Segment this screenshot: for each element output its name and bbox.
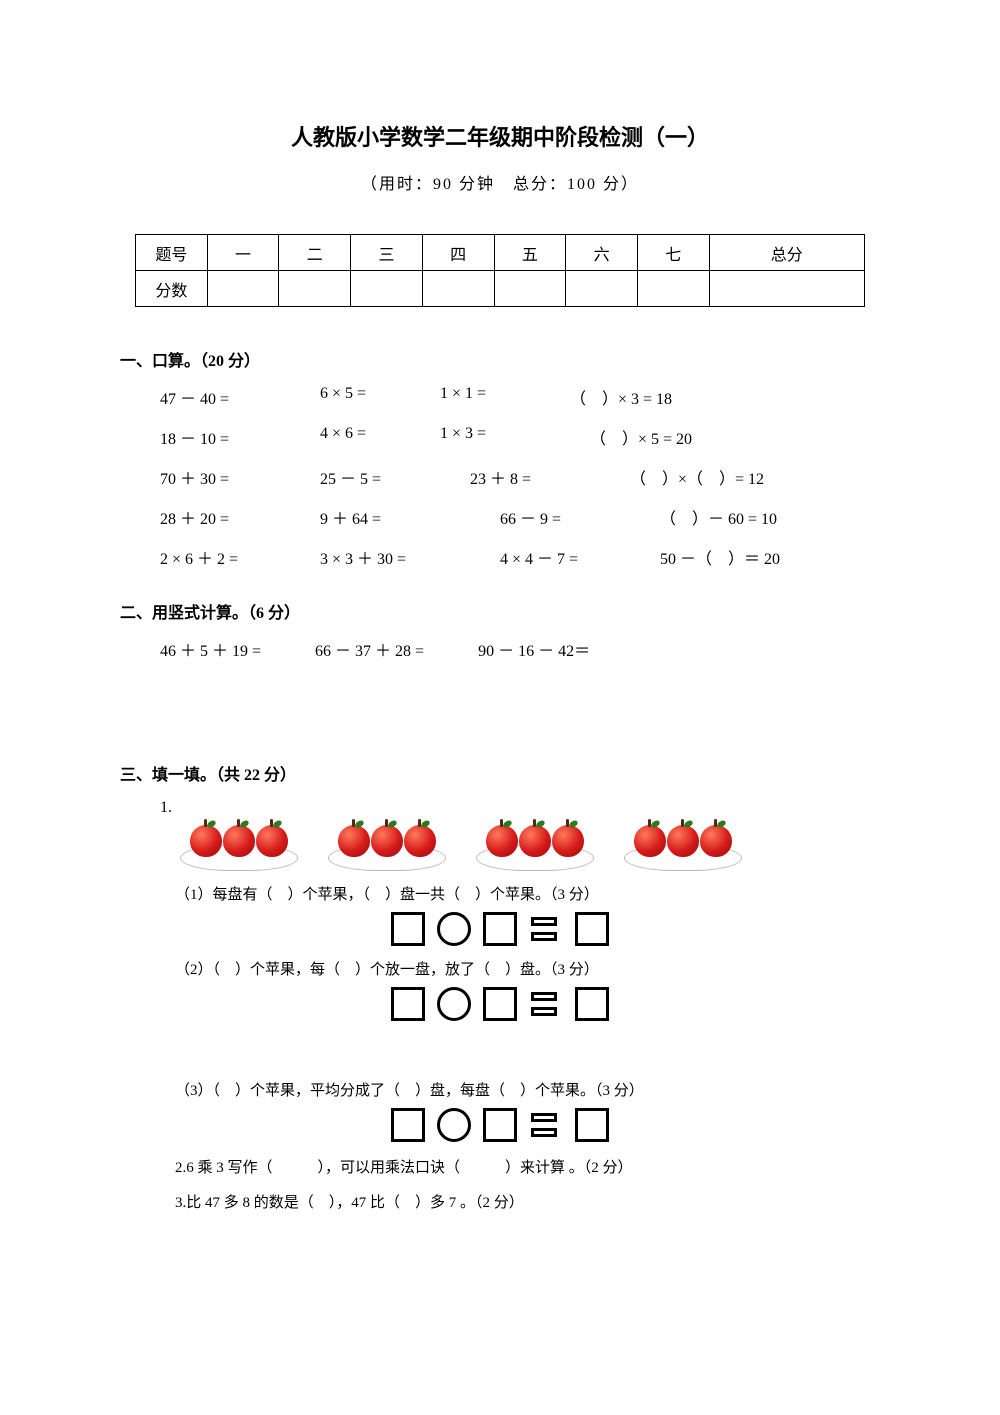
calc-row: 2 × 6 ＋ 2 = 3 × 3 ＋ 30 = 4 × 4 － 7 = 50 … bbox=[160, 545, 880, 569]
eq: 25 － 5 = bbox=[320, 465, 460, 489]
plate-icon bbox=[180, 823, 298, 871]
eq: 50 －（ ）＝ 20 bbox=[660, 545, 780, 569]
cell: 六 bbox=[566, 235, 638, 271]
eq: （ ）×（ ）= 12 bbox=[630, 465, 764, 489]
box-icon bbox=[483, 912, 517, 946]
cell bbox=[709, 271, 864, 307]
apple-icon bbox=[552, 825, 584, 857]
section-3-head: 三、填一填。（共 22 分） bbox=[120, 761, 880, 785]
page-title: 人教版小学数学二年级期中阶段检测（一） bbox=[120, 120, 880, 152]
table-row: 分数 bbox=[136, 271, 865, 307]
eq: 9 ＋ 64 = bbox=[320, 505, 490, 529]
eq: 4 × 4 － 7 = bbox=[500, 545, 650, 569]
cell bbox=[494, 271, 566, 307]
eq: （ ）－ 60 = 10 bbox=[660, 505, 777, 529]
eq: 28 ＋ 20 = bbox=[160, 505, 310, 529]
cell: 总分 bbox=[709, 235, 864, 271]
eq: 66 － 37 ＋ 28 = bbox=[315, 637, 424, 661]
plate-icon bbox=[476, 823, 594, 871]
eq: 4 × 6 = bbox=[320, 425, 430, 449]
box-icon bbox=[483, 1108, 517, 1142]
cell: 五 bbox=[494, 235, 566, 271]
equals-icon bbox=[529, 1108, 563, 1142]
question-1-label: 1. bbox=[160, 799, 880, 817]
calc-row: 70 ＋ 30 = 25 － 5 = 23 ＋ 8 = （ ）×（ ）= 12 bbox=[160, 465, 880, 489]
eq: 18 － 10 = bbox=[160, 425, 310, 449]
q3-1-sub1: （1）每盘有（ ）个苹果，（ ）盘一共（ ）个苹果。（3 分） bbox=[175, 883, 880, 904]
apple-icon bbox=[256, 825, 288, 857]
apple-icon bbox=[371, 825, 403, 857]
equals-icon bbox=[529, 912, 563, 946]
eq: 47 － 40 = bbox=[160, 385, 310, 409]
apple-icon bbox=[634, 825, 666, 857]
equation-boxes bbox=[120, 912, 880, 946]
cell: 四 bbox=[422, 235, 494, 271]
equation-boxes bbox=[120, 987, 880, 1021]
eq: 90 － 16 － 42＝ bbox=[478, 637, 590, 661]
cell: 七 bbox=[637, 235, 709, 271]
eq: 23 ＋ 8 = bbox=[470, 465, 620, 489]
eq: （ ）× 5 = 20 bbox=[590, 425, 692, 449]
cell bbox=[637, 271, 709, 307]
eq: 46 ＋ 5 ＋ 19 = bbox=[160, 637, 261, 661]
apple-icon bbox=[700, 825, 732, 857]
circle-icon bbox=[437, 912, 471, 946]
apple-icon bbox=[190, 825, 222, 857]
vertical-calc: 46 ＋ 5 ＋ 19 = 66 － 37 ＋ 28 = 90 － 16 － 4… bbox=[160, 637, 880, 661]
box-icon bbox=[483, 987, 517, 1021]
cell bbox=[207, 271, 279, 307]
box-icon bbox=[575, 1108, 609, 1142]
table-row: 题号 一 二 三 四 五 六 七 总分 bbox=[136, 235, 865, 271]
q3-2: 2.6 乘 3 写作（ ），可以用乘法口诀（ ）来计算 。（2 分） bbox=[175, 1156, 880, 1177]
cell: 二 bbox=[279, 235, 351, 271]
cell: 三 bbox=[351, 235, 423, 271]
cell bbox=[422, 271, 494, 307]
box-icon bbox=[575, 987, 609, 1021]
eq: 3 × 3 ＋ 30 = bbox=[320, 545, 490, 569]
circle-icon bbox=[437, 1108, 471, 1142]
cell: 一 bbox=[207, 235, 279, 271]
box-icon bbox=[391, 912, 425, 946]
score-table: 题号 一 二 三 四 五 六 七 总分 分数 bbox=[135, 234, 865, 307]
circle-icon bbox=[437, 987, 471, 1021]
cell bbox=[566, 271, 638, 307]
section-1-head: 一、口算。（20 分） bbox=[120, 347, 880, 371]
apple-icon bbox=[404, 825, 436, 857]
cell bbox=[279, 271, 351, 307]
eq: 6 × 5 = bbox=[320, 385, 430, 409]
apple-plates bbox=[180, 823, 880, 871]
plate-icon bbox=[328, 823, 446, 871]
eq: 1 × 1 = bbox=[440, 385, 560, 409]
plate-icon bbox=[624, 823, 742, 871]
q3-1-sub2: （2）（ ）个苹果，每（ ）个放一盘，放了（ ）盘。（3 分） bbox=[175, 958, 880, 979]
apple-icon bbox=[667, 825, 699, 857]
eq: （ ）× 3 = 18 bbox=[570, 385, 672, 409]
cell: 分数 bbox=[136, 271, 208, 307]
equation-boxes bbox=[120, 1108, 880, 1142]
apple-icon bbox=[486, 825, 518, 857]
cell: 题号 bbox=[136, 235, 208, 271]
apple-icon bbox=[223, 825, 255, 857]
section-2-head: 二、用竖式计算。（6 分） bbox=[120, 599, 880, 623]
box-icon bbox=[391, 987, 425, 1021]
cell bbox=[351, 271, 423, 307]
eq: 66 － 9 = bbox=[500, 505, 650, 529]
calc-row: 18 － 10 = 4 × 6 = 1 × 3 = （ ）× 5 = 20 bbox=[160, 425, 880, 449]
box-icon bbox=[575, 912, 609, 946]
calc-row: 47 － 40 = 6 × 5 = 1 × 1 = （ ）× 3 = 18 bbox=[160, 385, 880, 409]
apple-icon bbox=[519, 825, 551, 857]
q3-3: 3.比 47 多 8 的数是（ ），47 比（ ）多 7 。（2 分） bbox=[175, 1191, 880, 1212]
eq: 1 × 3 = bbox=[440, 425, 580, 449]
page-subtitle: （用时：90 分钟 总分：100 分） bbox=[120, 170, 880, 194]
box-icon bbox=[391, 1108, 425, 1142]
apple-icon bbox=[338, 825, 370, 857]
q3-1-sub3: （3）（ ）个苹果，平均分成了（ ）盘，每盘（ ）个苹果。（3 分） bbox=[175, 1079, 880, 1100]
equals-icon bbox=[529, 987, 563, 1021]
calc-row: 28 ＋ 20 = 9 ＋ 64 = 66 － 9 = （ ）－ 60 = 10 bbox=[160, 505, 880, 529]
eq: 70 ＋ 30 = bbox=[160, 465, 310, 489]
eq: 2 × 6 ＋ 2 = bbox=[160, 545, 310, 569]
